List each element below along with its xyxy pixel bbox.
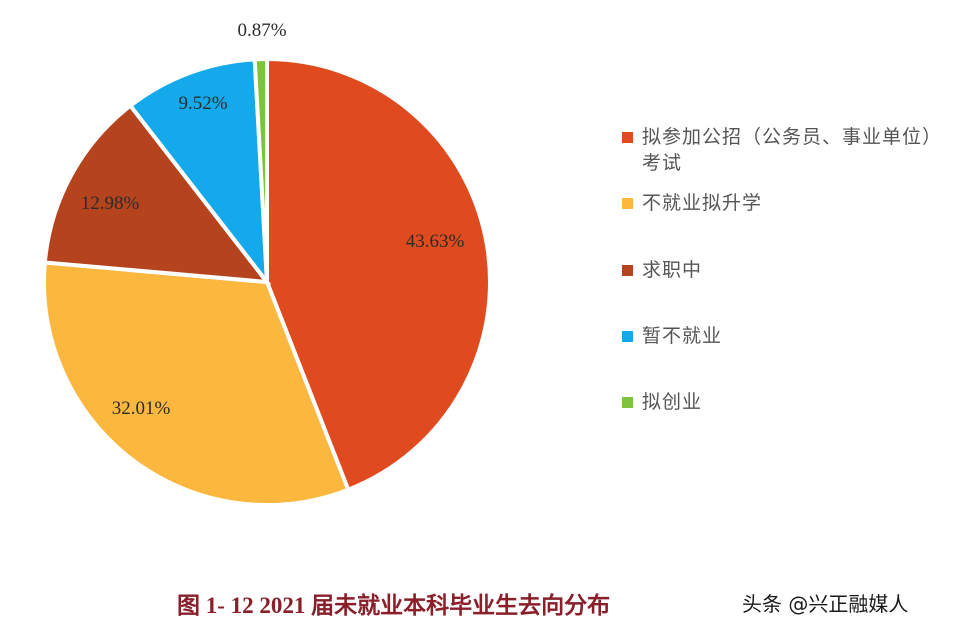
legend-item-job-seeking: 求职中	[622, 257, 952, 283]
slice-label-3: 9.52%	[178, 93, 228, 114]
legend-item-startup: 拟创业	[622, 389, 952, 415]
legend-label: 拟参加公招（公务员、事业单位）考试	[642, 126, 943, 174]
legend-swatch	[622, 331, 633, 342]
figure-caption: 图 1- 12 2021 届未就业本科毕业生去向分布	[177, 593, 611, 618]
legend-label: 拟创业	[642, 391, 703, 413]
legend-swatch	[622, 397, 633, 408]
legend-item-civil-exam: 拟参加公招（公务员、事业单位）考试	[622, 124, 952, 176]
watermark: 头条 @兴正融媒人	[742, 592, 909, 616]
pie-slice-4	[252, 56, 269, 283]
slice-label-2: 12.98%	[80, 193, 140, 214]
legend-label: 不就业拟升学	[642, 192, 763, 214]
slice-label-4: 0.87%	[237, 20, 287, 41]
pie-slice-2	[42, 102, 272, 285]
pie-slice-1	[42, 260, 351, 507]
slice-label-0: 43.63%	[405, 231, 465, 252]
legend-label: 暂不就业	[642, 325, 723, 347]
legend-swatch	[622, 265, 633, 276]
legend-item-further-study: 不就业拟升学	[622, 190, 952, 216]
slice-label-1: 32.01%	[111, 398, 171, 419]
legend-swatch	[622, 132, 633, 143]
legend-item-not-employed: 暂不就业	[622, 323, 952, 349]
legend-label: 求职中	[642, 259, 703, 281]
pie-slice-0	[265, 56, 492, 493]
pie-slice-3	[127, 57, 270, 289]
legend-swatch	[622, 198, 633, 209]
